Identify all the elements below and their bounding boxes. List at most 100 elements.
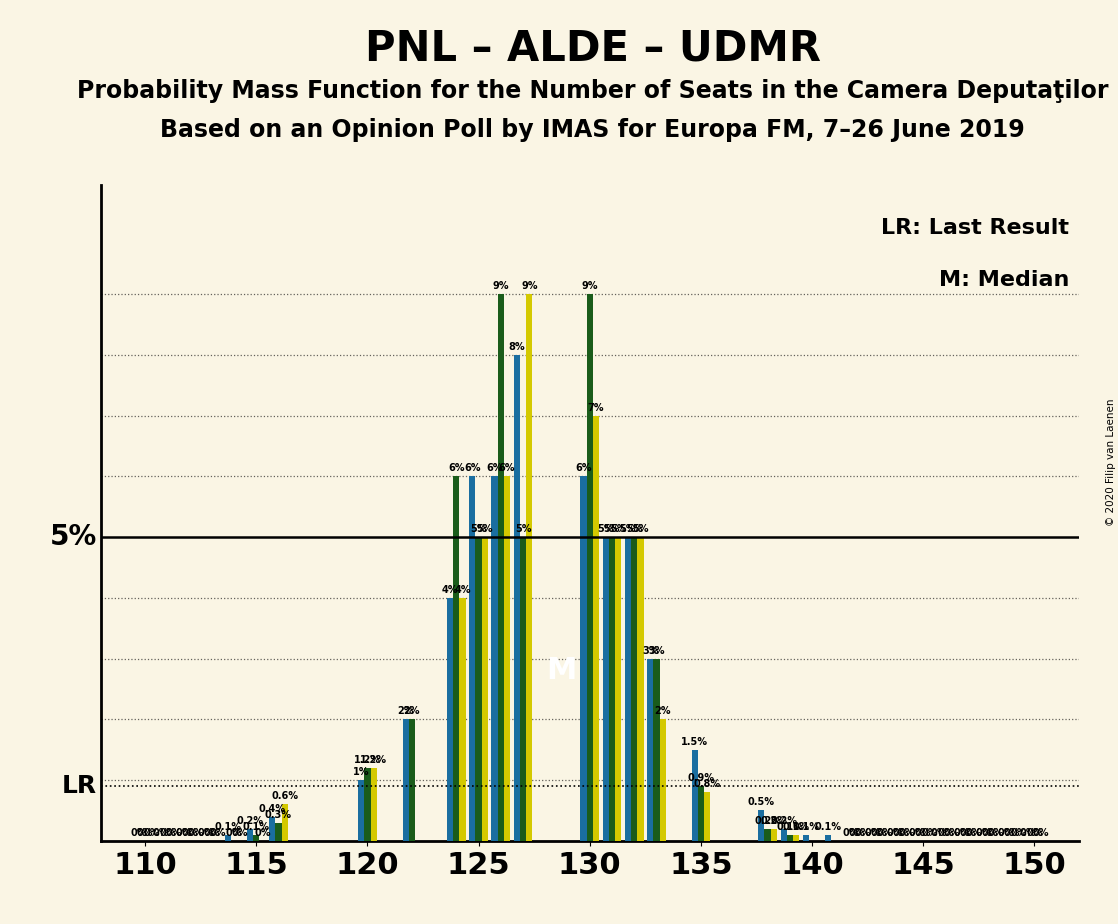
Bar [470, 477, 475, 841]
Text: 0%: 0% [136, 828, 153, 838]
Text: 0%: 0% [877, 828, 893, 838]
Bar [358, 780, 364, 841]
Text: 0.2%: 0.2% [755, 816, 781, 826]
Text: 0.2%: 0.2% [770, 816, 797, 826]
Text: 0%: 0% [143, 828, 160, 838]
Text: 0%: 0% [1032, 828, 1049, 838]
Text: 0.8%: 0.8% [693, 779, 721, 789]
Text: © 2020 Filip van Laenen: © 2020 Filip van Laenen [1106, 398, 1116, 526]
Text: 0.2%: 0.2% [237, 816, 264, 826]
Text: 5%: 5% [476, 524, 493, 534]
Text: 0.5%: 0.5% [748, 797, 775, 808]
Text: 0%: 0% [909, 828, 926, 838]
Text: 5%: 5% [604, 524, 620, 534]
Text: 0%: 0% [954, 828, 969, 838]
Bar [282, 805, 287, 841]
Text: Probability Mass Function for the Number of Seats in the Camera Deputaţilor: Probability Mass Function for the Number… [77, 79, 1108, 103]
Text: 2%: 2% [404, 706, 420, 716]
Text: 0.1%: 0.1% [243, 821, 269, 832]
Text: 0%: 0% [203, 828, 220, 838]
Text: 6%: 6% [486, 463, 503, 473]
Text: 0.2%: 0.2% [760, 816, 787, 826]
Text: 0%: 0% [1026, 828, 1043, 838]
Bar [269, 817, 275, 841]
Text: 5%: 5% [471, 524, 486, 534]
Bar [780, 829, 787, 841]
Text: 0%: 0% [210, 828, 226, 838]
Text: 5%: 5% [619, 524, 636, 534]
Text: 5%: 5% [632, 524, 648, 534]
Bar [475, 537, 482, 841]
Bar [698, 786, 704, 841]
Bar [660, 720, 666, 841]
Text: 4%: 4% [454, 585, 471, 595]
Text: 0%: 0% [176, 828, 191, 838]
Text: 0%: 0% [899, 828, 916, 838]
Bar [704, 792, 710, 841]
Text: PNL – ALDE – UDMR: PNL – ALDE – UDMR [364, 28, 821, 69]
Text: M: Median: M: Median [939, 270, 1069, 290]
Text: 0%: 0% [1011, 828, 1026, 838]
Text: 0.1%: 0.1% [783, 821, 809, 832]
Text: 0%: 0% [931, 828, 947, 838]
Bar [765, 829, 770, 841]
Text: 0%: 0% [966, 828, 983, 838]
Text: 3%: 3% [648, 646, 665, 655]
Bar [447, 598, 453, 841]
Bar [253, 834, 259, 841]
Bar [609, 537, 615, 841]
Text: 0%: 0% [997, 828, 1014, 838]
Bar [631, 537, 637, 841]
Text: 0%: 0% [1004, 828, 1021, 838]
Text: 5%: 5% [610, 524, 626, 534]
Text: 1.2%: 1.2% [360, 755, 387, 765]
Text: 0%: 0% [233, 828, 248, 838]
Bar [225, 834, 231, 841]
Text: 1.2%: 1.2% [354, 755, 381, 765]
Text: 0%: 0% [153, 828, 169, 838]
Text: 6%: 6% [464, 463, 481, 473]
Bar [409, 720, 415, 841]
Text: Based on an Opinion Poll by IMAS for Europa FM, 7–26 June 2019: Based on an Opinion Poll by IMAS for Eur… [160, 118, 1025, 142]
Text: 3%: 3% [642, 646, 659, 655]
Bar [513, 355, 520, 841]
Bar [364, 768, 370, 841]
Text: 0.1%: 0.1% [815, 821, 842, 832]
Bar [647, 659, 653, 841]
Bar [498, 294, 504, 841]
Text: 9%: 9% [493, 281, 509, 291]
Bar [520, 537, 527, 841]
Text: 0%: 0% [887, 828, 903, 838]
Text: 0%: 0% [864, 828, 881, 838]
Text: 2%: 2% [397, 706, 414, 716]
Bar [615, 537, 622, 841]
Text: 0%: 0% [937, 828, 954, 838]
Text: 0%: 0% [976, 828, 992, 838]
Bar [803, 834, 809, 841]
Text: 0%: 0% [921, 828, 938, 838]
Bar [580, 477, 587, 841]
Text: 6%: 6% [576, 463, 591, 473]
Text: 0%: 0% [959, 828, 976, 838]
Bar [637, 537, 644, 841]
Text: 5%: 5% [597, 524, 614, 534]
Bar [770, 829, 777, 841]
Text: 6%: 6% [448, 463, 465, 473]
Text: 0%: 0% [849, 828, 865, 838]
Text: 0%: 0% [893, 828, 909, 838]
Text: 8%: 8% [509, 342, 525, 352]
Bar [370, 768, 377, 841]
Text: 1%: 1% [353, 767, 369, 777]
Bar [587, 294, 593, 841]
Text: 0%: 0% [982, 828, 998, 838]
Text: 0.1%: 0.1% [776, 821, 804, 832]
Text: 4%: 4% [442, 585, 458, 595]
Text: 0%: 0% [131, 828, 148, 838]
Bar [527, 294, 532, 841]
Bar [504, 477, 510, 841]
Bar [453, 477, 459, 841]
Text: 0%: 0% [854, 828, 871, 838]
Bar [459, 598, 466, 841]
Bar [482, 537, 487, 841]
Text: 0%: 0% [197, 828, 214, 838]
